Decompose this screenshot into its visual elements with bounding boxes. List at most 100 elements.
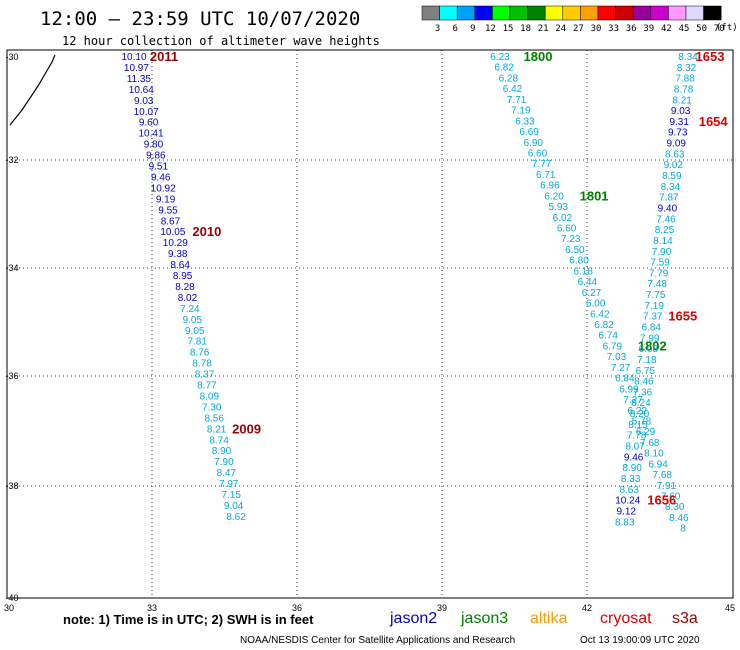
scale-label: 50 [696,24,707,34]
wave-height-value: 8.34 [678,52,698,63]
wave-height-value: 7.79 [649,268,669,279]
wave-height-value: 6.96 [540,181,560,192]
wave-height-value: 7.27 [623,395,643,406]
wave-height-value: 7.68 [653,470,673,481]
longitude-labels: 30 33 36 39 42 45 [4,603,735,613]
map-title: 12:00 – 23:59 UTC 10/07/2020 [40,8,360,30]
scale-swatch [597,5,616,21]
wave-height-value: 8.10 [644,449,664,460]
legend-jason2: jason2 [389,610,437,627]
legend-s3a: s3a [672,610,698,627]
wave-height-value: 8.33 [621,474,641,485]
wave-height-value: 9.12 [617,506,637,517]
scale-label: 18 [520,24,531,34]
wave-height-value: 7.97 [219,479,239,490]
wave-height-value: 8.37 [195,370,215,381]
wave-height-value: 10.64 [129,85,154,96]
scale-label: 21 [538,24,549,34]
wave-height-value: 6.33 [515,116,535,127]
wave-height-value: 9.09 [667,139,687,150]
wave-height-value: 7.36 [633,387,653,398]
scale-swatch [492,5,511,21]
scale-swatch [421,5,440,21]
wave-height-value: 7.77 [532,159,552,170]
wave-height-value: 8.34 [661,182,681,193]
wave-height-value: 8.25 [655,225,675,236]
wave-height-value: 8.02 [178,293,198,304]
wave-height-value: 7.15 [221,490,241,501]
wave-height-value: 7.03 [607,352,627,363]
wave-height-value: 7.59 [650,258,670,269]
time-label: 1801 [580,188,609,203]
longitude-label: 45 [725,603,735,613]
wave-height-value: 9.19 [156,194,176,205]
legend-cryosat: cryosat [600,610,652,627]
wave-height-value: 6.75 [636,366,656,377]
latitude-label: -38 [5,481,18,491]
latitude-label: -30 [5,52,18,62]
wave-height-value: 8.63 [619,485,639,496]
wave-height-value: 8.63 [665,149,685,160]
time-label: 1654 [699,114,729,129]
wave-height-value: 8.14 [653,236,673,247]
time-label: 1655 [668,309,697,324]
scale-swatch [615,5,634,21]
scale-swatch [685,5,704,21]
wave-height-value: 8 [680,524,686,535]
wave-height-value: 6.42 [590,309,610,320]
wave-height-value: 9.55 [158,205,178,216]
wave-height-value: 8.21 [672,95,692,106]
scale-label: 33 [608,24,619,34]
wave-height-value: 7.46 [656,214,676,225]
wave-height-value: 8.30 [665,502,685,513]
wave-height-value: 6.00 [586,299,606,310]
wave-height-value: 6.50 [565,245,585,256]
wave-height-value: 6.94 [648,459,668,470]
longitude-label: 33 [147,603,157,613]
wave-height-value: 9.05 [185,326,205,337]
wave-height-value: 10.29 [163,238,188,249]
wave-height-value: 6.42 [503,84,523,95]
legend-altika: altika [530,610,567,627]
wave-height-value: 8.20 [630,409,650,420]
wave-height-value: 8.90 [212,446,232,457]
wave-height-value: 9.46 [151,172,171,183]
wave-height-value: 7.48 [647,279,667,290]
wave-height-value: 8.07 [625,442,645,453]
map-subtitle: 12 hour collection of altimeter wave hei… [62,34,380,48]
wave-height-value: 6.82 [594,320,614,331]
wave-height-value: 5.78 [632,416,652,427]
wave-height-value: 9.38 [168,249,188,260]
scale-swatch [474,5,493,21]
satellite-legend: jason2 jason3 altika cryosat s3a [389,610,698,627]
wave-height-value: 9.86 [146,151,166,162]
wave-height-value: 6.99 [619,384,639,395]
wave-height-value: 6.71 [536,170,556,181]
track-left: 10.1010.9711.3510.649.0310.079.6010.419.… [121,49,261,523]
wave-height-value: 10.92 [151,183,176,194]
wave-height-value: 8.32 [677,63,697,74]
wave-height-value: 6.60 [557,224,577,235]
time-label: 1802 [638,338,667,353]
coastline [9,54,56,126]
scale-swatch [668,5,687,21]
scale-swatch [632,5,652,21]
wave-height-value: 8.15 [628,420,648,431]
wave-height-value: 8.76 [190,348,210,359]
wave-height-value: 6.29 [636,427,656,438]
wave-height-value: 9.05 [183,315,203,326]
wave-height-value: 9.80 [144,140,164,151]
wave-height-value: 7.68 [640,438,660,449]
scale-label: 42 [661,24,672,34]
wave-height-value: 7.90 [652,247,672,258]
wave-height-value: 8.24 [631,398,651,409]
wave-height-value: 8.56 [204,413,224,424]
scale-label: 12 [485,24,496,34]
wave-height-value: 6.84 [615,374,635,385]
wave-height-value: 9.46 [624,452,644,463]
wave-height-value: 6.74 [598,331,618,342]
color-scale-bar: 3 6 9 12 15 18 21 24 27 30 33 36 39 42 45 50 70 [421,5,725,34]
wave-height-value: 9.40 [658,203,678,214]
wave-height-value: 8.74 [209,435,229,446]
